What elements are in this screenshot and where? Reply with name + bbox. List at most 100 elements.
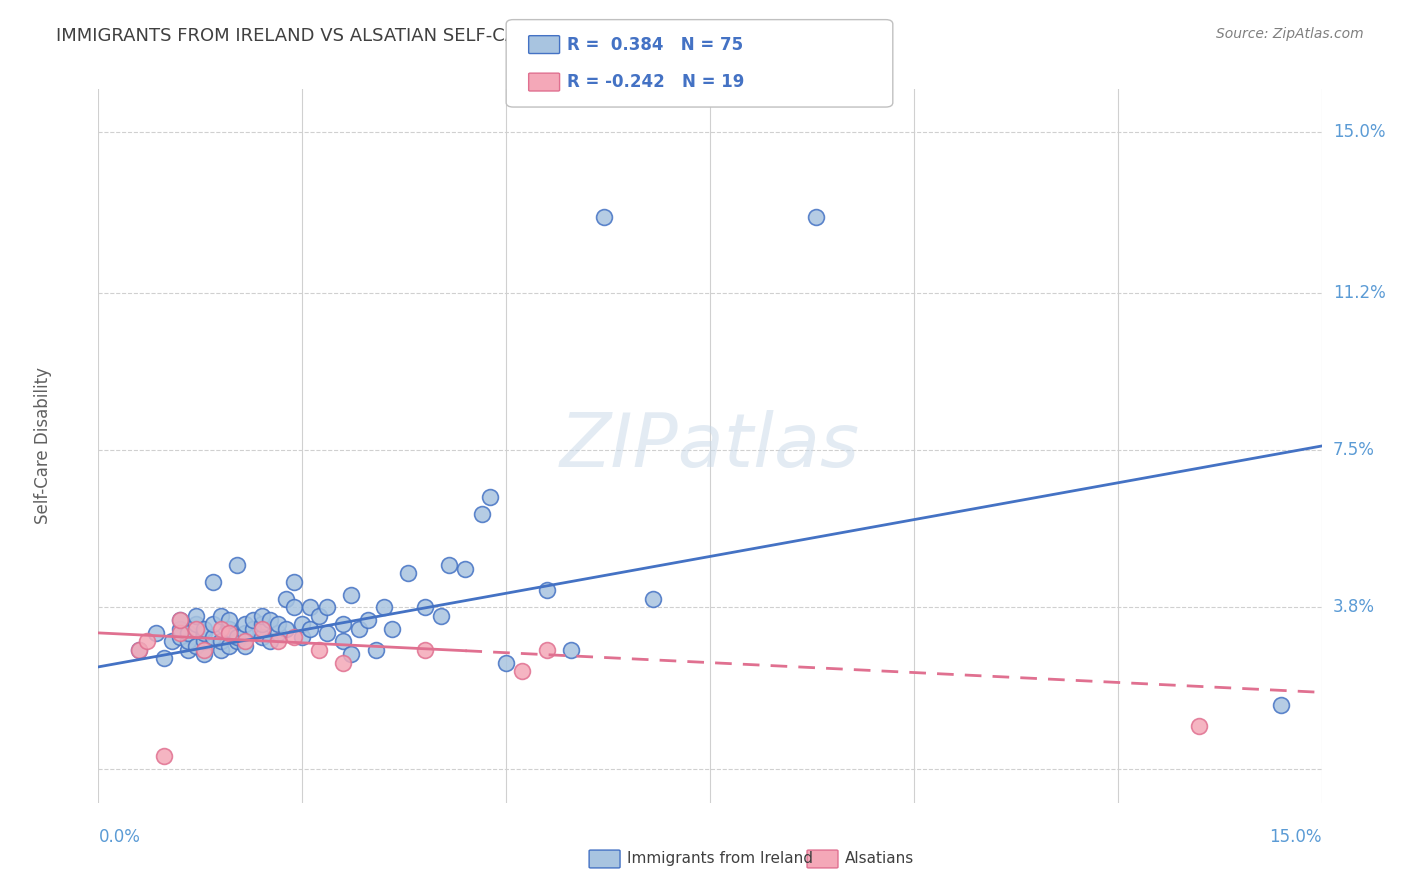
Point xyxy=(274,622,297,636)
Point xyxy=(437,558,460,572)
Point xyxy=(560,643,582,657)
Point xyxy=(209,643,232,657)
Text: 7.5%: 7.5% xyxy=(1333,442,1375,459)
Point xyxy=(193,643,215,657)
Point xyxy=(233,634,256,648)
Point xyxy=(274,591,297,606)
Point xyxy=(233,626,256,640)
Point xyxy=(169,613,191,627)
Point xyxy=(209,608,232,623)
Point xyxy=(186,622,208,636)
Point xyxy=(145,626,167,640)
Point xyxy=(250,622,273,636)
Point xyxy=(267,617,290,632)
Point xyxy=(283,630,305,644)
Point xyxy=(478,490,501,504)
Point xyxy=(250,617,273,632)
Point xyxy=(315,626,337,640)
Point xyxy=(177,626,200,640)
Point xyxy=(193,622,215,636)
Text: R = -0.242   N = 19: R = -0.242 N = 19 xyxy=(567,73,744,91)
Point xyxy=(169,626,191,640)
Point xyxy=(128,643,150,657)
Point xyxy=(471,507,494,521)
Point xyxy=(332,617,354,632)
Point xyxy=(169,613,191,627)
Point xyxy=(226,630,249,644)
Point xyxy=(340,647,363,661)
Point xyxy=(169,630,191,644)
Point xyxy=(201,617,224,632)
Point xyxy=(1270,698,1292,712)
Point xyxy=(169,622,191,636)
Point xyxy=(177,634,200,648)
Point xyxy=(299,600,322,615)
Point xyxy=(804,210,827,224)
Point xyxy=(242,613,264,627)
Text: 15.0%: 15.0% xyxy=(1270,828,1322,846)
Text: IMMIGRANTS FROM IRELAND VS ALSATIAN SELF-CARE DISABILITY CORRELATION CHART: IMMIGRANTS FROM IRELAND VS ALSATIAN SELF… xyxy=(56,27,845,45)
Point xyxy=(364,643,387,657)
Point xyxy=(209,634,232,648)
Point xyxy=(136,634,159,648)
Point xyxy=(152,749,174,764)
Text: 0.0%: 0.0% xyxy=(98,828,141,846)
Point xyxy=(413,600,436,615)
Point xyxy=(233,617,256,632)
Text: Source: ZipAtlas.com: Source: ZipAtlas.com xyxy=(1216,27,1364,41)
Point xyxy=(259,613,281,627)
Point xyxy=(299,622,322,636)
Point xyxy=(193,647,215,661)
Point xyxy=(250,630,273,644)
Point xyxy=(128,643,150,657)
Point xyxy=(593,210,616,224)
Point xyxy=(396,566,419,581)
Text: 3.8%: 3.8% xyxy=(1333,599,1375,616)
Point xyxy=(308,643,330,657)
Point xyxy=(242,622,264,636)
Point xyxy=(308,608,330,623)
Point xyxy=(218,626,240,640)
Point xyxy=(495,656,517,670)
Point xyxy=(512,664,534,678)
Point xyxy=(186,639,208,653)
Point xyxy=(152,651,174,665)
Point xyxy=(315,600,337,615)
Point xyxy=(291,617,314,632)
Point xyxy=(226,634,249,648)
Point xyxy=(454,562,477,576)
Point xyxy=(160,634,183,648)
Point xyxy=(413,643,436,657)
Point xyxy=(332,656,354,670)
Point xyxy=(186,608,208,623)
Text: R =  0.384   N = 75: R = 0.384 N = 75 xyxy=(567,36,742,54)
Text: 15.0%: 15.0% xyxy=(1333,123,1385,141)
Point xyxy=(283,574,305,589)
Point xyxy=(291,630,314,644)
Point xyxy=(209,622,232,636)
Point xyxy=(218,622,240,636)
Point xyxy=(1188,719,1211,733)
Point xyxy=(218,613,240,627)
Point xyxy=(186,617,208,632)
Text: Self-Care Disability: Self-Care Disability xyxy=(34,368,52,524)
Text: 11.2%: 11.2% xyxy=(1333,284,1385,302)
Point xyxy=(267,634,290,648)
Point xyxy=(177,643,200,657)
Point xyxy=(381,622,404,636)
Point xyxy=(641,591,664,606)
Point xyxy=(283,600,305,615)
Point xyxy=(356,613,378,627)
Text: ZIPatlas: ZIPatlas xyxy=(560,410,860,482)
Text: Immigrants from Ireland: Immigrants from Ireland xyxy=(627,852,813,866)
Point xyxy=(536,643,558,657)
Point xyxy=(201,630,224,644)
Point xyxy=(267,626,290,640)
Point xyxy=(201,574,224,589)
Point xyxy=(373,600,395,615)
Point xyxy=(536,583,558,598)
Point xyxy=(259,634,281,648)
Point xyxy=(340,588,363,602)
Point xyxy=(193,634,215,648)
Point xyxy=(233,639,256,653)
